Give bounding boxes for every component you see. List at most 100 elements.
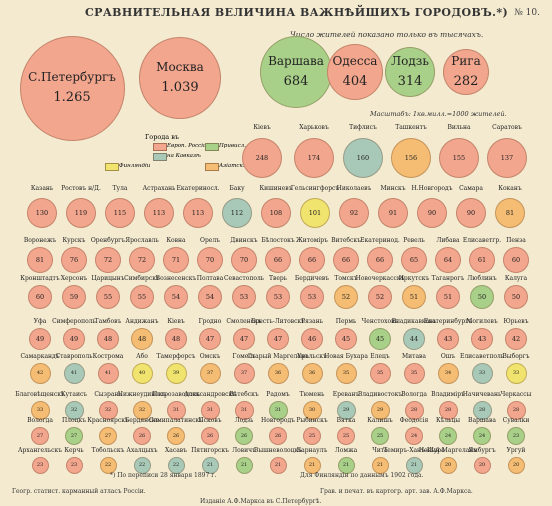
city-population: 36	[274, 370, 282, 376]
city-circle: 49	[29, 328, 51, 350]
city-population: 21	[206, 462, 214, 468]
city-name: Омскъ	[199, 352, 221, 360]
city-name: Калуга	[504, 275, 528, 282]
city-circle: 46	[301, 328, 323, 350]
city-circle: 48	[131, 328, 153, 350]
city-name: Керчь	[64, 446, 84, 454]
city-population: 66	[307, 256, 317, 264]
city-circle: С.Петербургъ 1.265	[19, 35, 125, 141]
city-name: Елецъ	[370, 352, 390, 360]
city-population: 21	[240, 462, 248, 468]
city-population: 37	[206, 370, 214, 376]
city-name: Тула	[112, 185, 128, 192]
city-population: 41	[70, 370, 78, 376]
footer-publisher: Изданіе А.Ф.Маркса въ С.Петербургѣ.	[200, 498, 322, 505]
city-name: Черкассы	[500, 390, 532, 398]
city-circle: 39	[165, 362, 187, 384]
city-name: Ошъ	[440, 352, 456, 360]
city-population: 33	[512, 370, 520, 376]
city-name: Уральскъ	[297, 352, 327, 360]
city-name: Петрозаводскъ	[151, 390, 201, 398]
city-population: 51	[443, 293, 453, 301]
city-circle: 248	[242, 138, 282, 178]
city-circle: 27	[31, 427, 49, 445]
city-name: Тифлисъ	[349, 124, 377, 131]
city-name: Ченстоховъ	[361, 318, 399, 325]
city-name: Бердянскъ	[124, 417, 160, 424]
city-name: Темиръ-Ханъ-Шура	[383, 446, 445, 454]
city-circle: 49	[63, 328, 85, 350]
city-name: Варшава	[468, 417, 496, 424]
city-population: 53	[273, 293, 283, 301]
city-name: Саратовъ	[492, 124, 522, 131]
page-title: СРАВНИТЕЛЬНАЯ ВЕЛИЧИНА ВАЖНѢЙШИХЪ ГОРОДО…	[85, 6, 509, 19]
city-population: 53	[239, 293, 249, 301]
city-name: Новочеркасскъ	[355, 275, 405, 282]
city-name: Нижнеудинскъ	[117, 390, 167, 398]
legend-swatch-euro	[153, 143, 167, 151]
city-population: 48	[103, 335, 113, 343]
city-population: 27	[36, 433, 44, 439]
legend-label-euro: Европ. Россіи	[167, 143, 207, 149]
city-name: Ахалцыхъ	[126, 446, 158, 454]
city-name: Вознесенскъ	[155, 275, 197, 282]
city-population: 70	[239, 256, 249, 264]
city-circle: 41	[97, 362, 119, 384]
city-population: 42	[36, 370, 44, 376]
city-population: 37	[240, 370, 248, 376]
city-population: 47	[273, 335, 283, 343]
city-population: 22	[172, 462, 180, 468]
city-population: 32	[138, 407, 146, 413]
city-name: Пятигорскъ	[191, 446, 229, 454]
city-name: Полтава	[196, 275, 224, 282]
city-circle: 90	[456, 198, 486, 228]
city-name: Рыбинскъ	[296, 417, 328, 424]
city-circle: 20	[507, 456, 525, 474]
city-circle: 33	[505, 362, 527, 384]
city-population: 70	[205, 256, 215, 264]
city-name: С.Петербургъ	[28, 69, 116, 84]
city-name: Самаркандъ	[20, 352, 60, 360]
city-circle: 28	[404, 400, 424, 420]
city-name: Ломжа	[334, 446, 358, 454]
city-population: 21	[274, 462, 282, 468]
city-circle: 29	[336, 400, 356, 420]
city-circle: 33	[471, 362, 493, 384]
city-name: Лодзь	[391, 53, 429, 68]
city-name: Чита	[372, 446, 388, 454]
city-name: Владикавказъ	[391, 318, 437, 325]
city-name: Ярославль	[125, 237, 159, 244]
city-circle: 25	[337, 427, 355, 445]
city-population: 20	[512, 462, 520, 468]
city-name: Плоцкъ	[61, 417, 87, 424]
legend-swatch-asia	[205, 163, 219, 171]
city-population: 32	[70, 407, 78, 413]
city-name: Смоленскъ	[226, 318, 262, 325]
city-population: 24	[444, 433, 452, 439]
city-name: Старый Маргеланъ	[247, 352, 309, 360]
city-name: Могилевъ	[466, 318, 498, 325]
city-name: Лодзь	[234, 417, 254, 424]
city-circle: 47	[199, 328, 221, 350]
city-population: 22	[138, 462, 146, 468]
city-circle: 36	[301, 362, 323, 384]
city-population: 28	[444, 407, 452, 413]
city-circle: 25	[303, 427, 321, 445]
city-circle: 66	[265, 247, 291, 273]
city-name: Харьковъ	[299, 124, 329, 131]
city-population: 55	[137, 293, 147, 301]
city-circle: 40	[131, 362, 153, 384]
city-population: 32	[104, 407, 112, 413]
city-population: 72	[137, 256, 147, 264]
city-population: 53	[307, 293, 317, 301]
city-circle: 29	[370, 400, 390, 420]
footnote-census: *) По переписи 28 января 1897 г.	[110, 472, 217, 479]
city-name: Бресть-Литовскъ	[250, 318, 306, 325]
city-name: Калишъ	[367, 417, 393, 424]
city-population: 115	[113, 209, 127, 217]
city-population: 43	[477, 335, 487, 343]
city-population: 26	[240, 433, 248, 439]
city-population: 60	[511, 256, 521, 264]
city-circle: 24	[439, 427, 457, 445]
city-population: 25	[308, 433, 316, 439]
